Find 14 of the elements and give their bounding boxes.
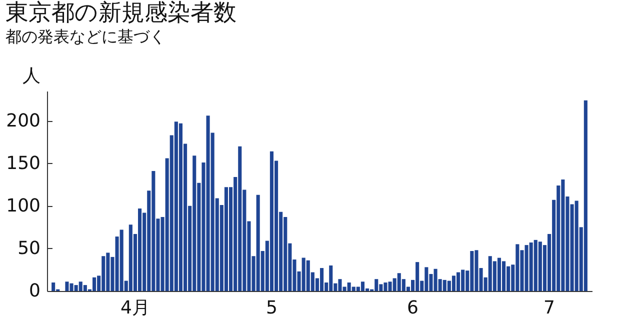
y-tick-label: 50	[18, 238, 40, 259]
y-tick-label: 200	[6, 110, 40, 132]
y-tick-label: 100	[6, 195, 40, 216]
x-tick-label: 6	[407, 298, 418, 318]
chart-subtitle: 都の発表などに基づく	[6, 27, 166, 46]
x-tick-label: 4月	[120, 298, 150, 318]
x-tick-label: 5	[266, 298, 278, 318]
bar	[52, 282, 56, 291]
y-tick-label: 0	[29, 280, 40, 302]
bar	[584, 100, 588, 291]
chart-title: 東京都の新規感染者数	[6, 0, 237, 26]
y-axis-title: 人	[22, 66, 40, 86]
y-tick-label: 150	[6, 152, 40, 174]
x-tick-label: 7	[544, 298, 555, 318]
